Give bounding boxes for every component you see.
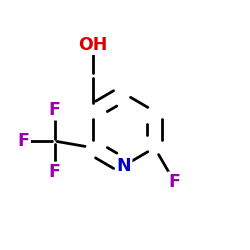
Text: F: F (168, 173, 180, 191)
Text: OH: OH (78, 36, 108, 54)
Text: F: F (48, 163, 60, 181)
Text: N: N (116, 157, 131, 175)
Text: F: F (18, 132, 30, 150)
Text: F: F (48, 101, 60, 119)
